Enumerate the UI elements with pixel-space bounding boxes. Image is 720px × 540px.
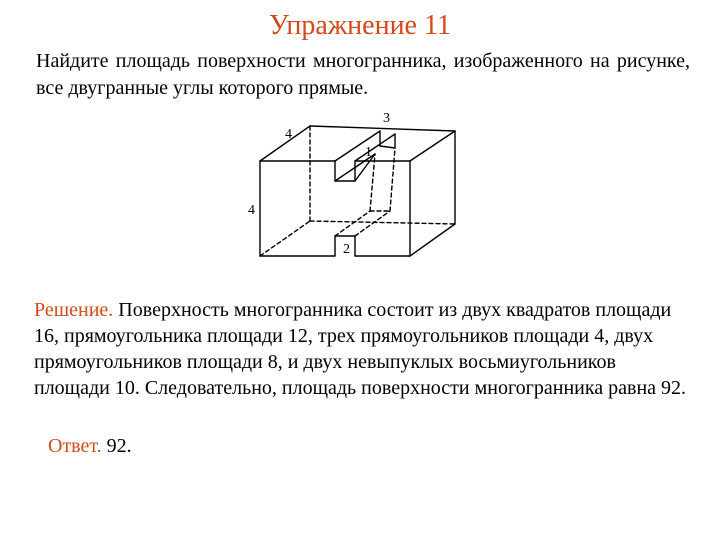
figure-container: 3 4 1 4 2: [30, 106, 690, 291]
polyhedron-diagram: 3 4 1 4 2: [240, 106, 480, 286]
svg-text:4: 4: [248, 203, 255, 218]
answer-block: Ответ. 92.: [48, 435, 690, 458]
problem-text: Найдите площадь поверхности многогранник…: [36, 48, 690, 102]
svg-text:2: 2: [343, 242, 350, 257]
solution-label: Решение.: [34, 299, 113, 321]
svg-text:3: 3: [383, 111, 390, 126]
solution-text: Поверхность многогранника состоит из дву…: [34, 299, 686, 399]
svg-text:1: 1: [365, 145, 372, 160]
solution-block: Решение. Поверхность многогранника состо…: [34, 297, 690, 401]
page: Упражнение 11 Найдите площадь поверхност…: [0, 0, 720, 540]
page-title: Упражнение 11: [30, 10, 690, 42]
answer-value: 92.: [102, 435, 132, 457]
answer-label: Ответ.: [48, 435, 102, 457]
svg-text:4: 4: [285, 127, 292, 142]
